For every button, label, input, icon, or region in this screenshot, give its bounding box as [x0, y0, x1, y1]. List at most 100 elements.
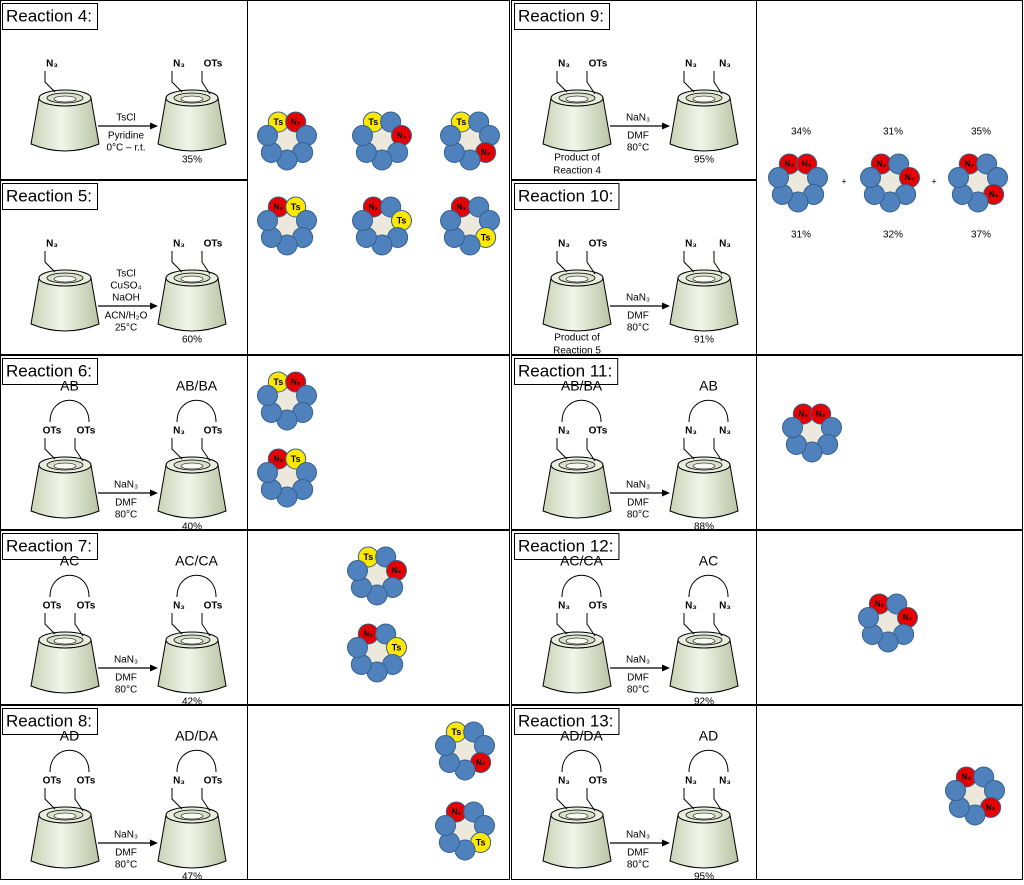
- ring: Ts N₃: [257, 111, 317, 171]
- reagent: DMF: [115, 673, 137, 684]
- pair-label: AB/BA: [176, 378, 218, 394]
- glucose-unit: [768, 167, 790, 189]
- unit-label: N₃: [291, 378, 301, 387]
- pair-arc: [176, 574, 217, 598]
- ring: Ts N₃: [257, 371, 317, 431]
- arm: [683, 613, 695, 635]
- unit-label: N₃: [903, 613, 913, 622]
- reagent: NaOH: [112, 293, 140, 304]
- reagent: 80°C: [115, 860, 137, 871]
- pair-label: AC/CA: [175, 553, 218, 569]
- percentage: 35%: [971, 127, 991, 138]
- title-box: [514, 183, 620, 210]
- cyclodextrin: N₃ OTs AC/CA: [157, 553, 227, 694]
- ring: N₃ N₃: [768, 153, 828, 213]
- reagent: 80°C: [627, 685, 649, 696]
- substituent: OTs: [43, 776, 62, 787]
- title-box: [514, 358, 619, 385]
- pair-label: AC: [699, 553, 718, 569]
- substituent: OTs: [204, 426, 223, 437]
- cyclodextrin: OTs OTs AC: [30, 553, 100, 694]
- arm: [586, 251, 596, 275]
- reagent: 80°C: [115, 685, 137, 696]
- unit-label: N₃: [397, 131, 407, 140]
- pair-arc: [561, 574, 602, 598]
- pair-label: AD/DA: [560, 728, 603, 744]
- arrow-head: [150, 664, 158, 672]
- arm: [713, 251, 723, 275]
- cup-hole: [180, 462, 204, 470]
- reagent: ACN/H₂O: [105, 311, 148, 322]
- cup-body: [157, 97, 227, 152]
- substituent: N₃: [173, 239, 185, 250]
- arm: [683, 438, 695, 460]
- pair-label: AD: [60, 728, 79, 744]
- unit-label: Ts: [273, 377, 283, 387]
- substituent: N₃: [719, 59, 731, 70]
- cyclodextrin: N₃ OTs Product of Reaction 4: [542, 59, 612, 177]
- pair-arc: [49, 574, 90, 598]
- cup-hole: [692, 812, 716, 820]
- title-box: [2, 533, 98, 560]
- substituent: N₃: [173, 601, 185, 612]
- unit-label: N₃: [452, 808, 462, 817]
- arrow-head: [150, 489, 158, 497]
- arm: [556, 613, 568, 635]
- percentage: 37%: [971, 230, 991, 241]
- reagent: NaN₃: [114, 655, 138, 666]
- reaction-title: Reaction 9:: [518, 6, 604, 25]
- cyclodextrin: N₃ OTs AB/BA: [542, 378, 612, 519]
- ring: N₃ N₃: [948, 153, 1008, 213]
- yield: 95%: [694, 155, 714, 166]
- yield: 91%: [694, 335, 714, 346]
- glucose-unit: [948, 167, 970, 189]
- cup-hole: [53, 637, 77, 645]
- unit-label: N₃: [369, 203, 379, 212]
- ring: N₃ N₃: [858, 593, 918, 653]
- cup-hole: [692, 275, 716, 283]
- pair-arc: [561, 399, 602, 423]
- ring: N₃ Ts: [352, 196, 412, 256]
- substituent: N₃: [685, 59, 697, 70]
- cup-body: [669, 464, 739, 519]
- cup-hole: [692, 462, 716, 470]
- arm: [556, 438, 568, 460]
- unit-label: N₃: [965, 160, 975, 169]
- unit-label: Ts: [481, 232, 491, 242]
- reagent: DMF: [627, 498, 649, 509]
- substituent: OTs: [204, 239, 223, 250]
- cup-body: [30, 277, 100, 332]
- glucose-unit: [782, 417, 804, 439]
- unit-label: N₃: [481, 148, 491, 157]
- pair-arc: [688, 399, 729, 423]
- arm: [713, 788, 723, 812]
- glucose-unit: [945, 780, 967, 802]
- reagent: DMF: [627, 131, 649, 142]
- glucose-unit: [858, 607, 880, 629]
- substituent: OTs: [204, 601, 223, 612]
- arm: [201, 613, 211, 637]
- substituent: N₃: [558, 776, 570, 787]
- reagent: DMF: [627, 311, 649, 322]
- cyclodextrin: N₃ N₃: [669, 239, 739, 332]
- cyclodextrin: OTs OTs AB: [30, 378, 100, 519]
- reagent: Pyridine: [108, 131, 145, 142]
- arrow-head: [662, 489, 670, 497]
- title-box: [514, 3, 610, 30]
- arm: [201, 438, 211, 462]
- glucose-unit: [257, 125, 279, 147]
- unit-label: Ts: [291, 454, 301, 464]
- arm: [201, 251, 211, 275]
- glucose-unit: [347, 560, 369, 582]
- caption: Product of: [554, 153, 600, 164]
- ring: N₃ N₃: [860, 153, 920, 213]
- cup-hole: [53, 95, 77, 103]
- arrow-head: [150, 122, 158, 130]
- arm: [171, 613, 183, 635]
- cup-hole: [565, 812, 589, 820]
- cyclodextrin: N₃ N₃ AD: [669, 728, 739, 869]
- yield: 88%: [694, 522, 714, 533]
- pair-arc: [688, 749, 729, 773]
